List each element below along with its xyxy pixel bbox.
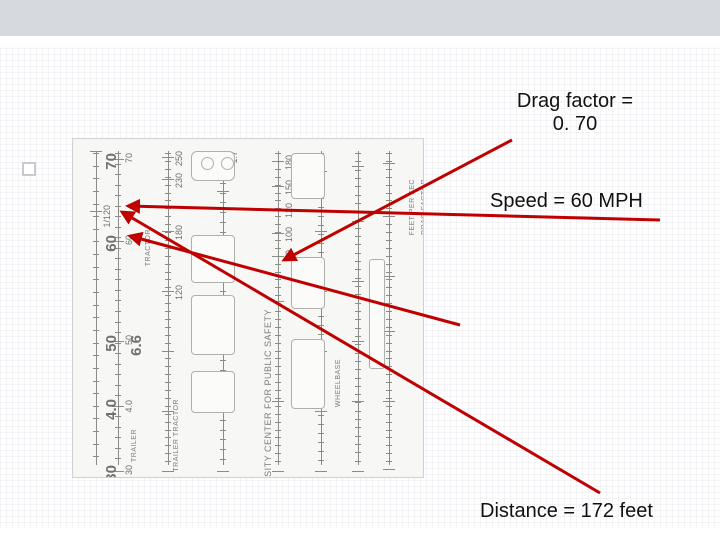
speed-label: Speed = 60 MPH <box>490 190 643 213</box>
bullet-marker <box>22 162 36 176</box>
top-band <box>0 0 720 36</box>
drag-factor-line1: Drag factor = <box>517 90 633 112</box>
distance-label: Distance = 172 feet <box>480 500 653 523</box>
drag-factor-line2: 0. 70 <box>553 113 597 135</box>
nomogram-template: 1/1207060504.0302502301801201.7180150120… <box>72 138 424 478</box>
drag-factor-label: Drag factor = 0. 70 <box>490 90 660 136</box>
